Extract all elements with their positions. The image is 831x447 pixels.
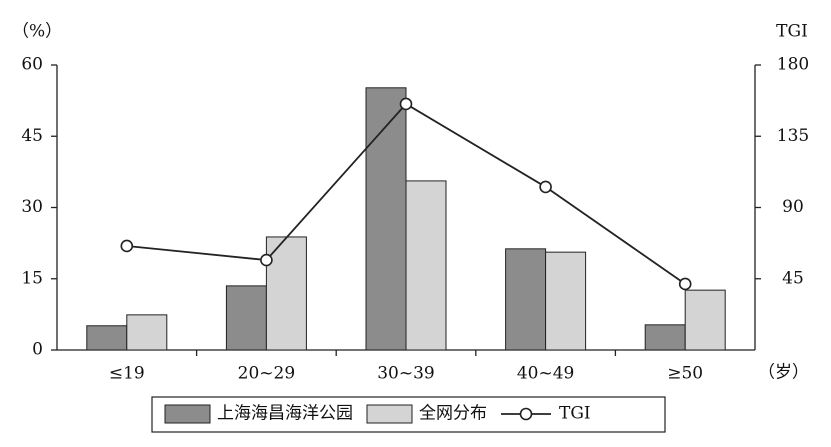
y-tick-label: 45 bbox=[21, 126, 43, 146]
x-tick-label: ≤19 bbox=[109, 364, 145, 384]
line-marker bbox=[678, 277, 692, 291]
bar bbox=[265, 236, 307, 351]
y2-tick-label: 135 bbox=[777, 126, 809, 146]
line-marker bbox=[399, 97, 413, 111]
bar bbox=[225, 285, 267, 351]
bar bbox=[545, 251, 587, 351]
x-tick-label: ≥50 bbox=[667, 364, 703, 384]
x-axis-label: （岁） bbox=[758, 363, 809, 383]
bar bbox=[405, 180, 447, 351]
bar bbox=[684, 289, 726, 351]
y2-tick-label: 90 bbox=[782, 197, 804, 217]
x-tick-label: 20~29 bbox=[238, 364, 296, 384]
legend-label: 全网分布 bbox=[419, 404, 487, 424]
x-tick-label: 30~39 bbox=[377, 364, 435, 384]
legend-swatch bbox=[366, 404, 413, 424]
bar bbox=[505, 248, 547, 351]
bar bbox=[86, 325, 128, 351]
y2-axis-label: TGI bbox=[776, 22, 808, 42]
legend-label: 上海海昌海洋公园 bbox=[217, 404, 353, 424]
y2-tick-label: 45 bbox=[782, 268, 804, 288]
y-tick-label: 60 bbox=[21, 55, 43, 75]
bar bbox=[644, 324, 686, 351]
y2-tick-label: 180 bbox=[777, 55, 809, 75]
y-tick-label: 0 bbox=[32, 340, 43, 360]
legend-swatch bbox=[164, 404, 211, 424]
y-axis-label: （%） bbox=[12, 22, 62, 42]
y-tick-label: 30 bbox=[21, 197, 43, 217]
bar bbox=[365, 87, 407, 351]
line-marker bbox=[539, 180, 552, 194]
line-marker bbox=[260, 253, 273, 267]
legend-label: TGI bbox=[559, 404, 591, 424]
x-tick-label: 40~49 bbox=[517, 364, 575, 384]
line-marker bbox=[120, 239, 134, 253]
legend-box bbox=[151, 396, 666, 433]
y-tick-label: 15 bbox=[21, 268, 43, 288]
bar bbox=[126, 314, 168, 351]
legend-marker bbox=[519, 407, 533, 421]
